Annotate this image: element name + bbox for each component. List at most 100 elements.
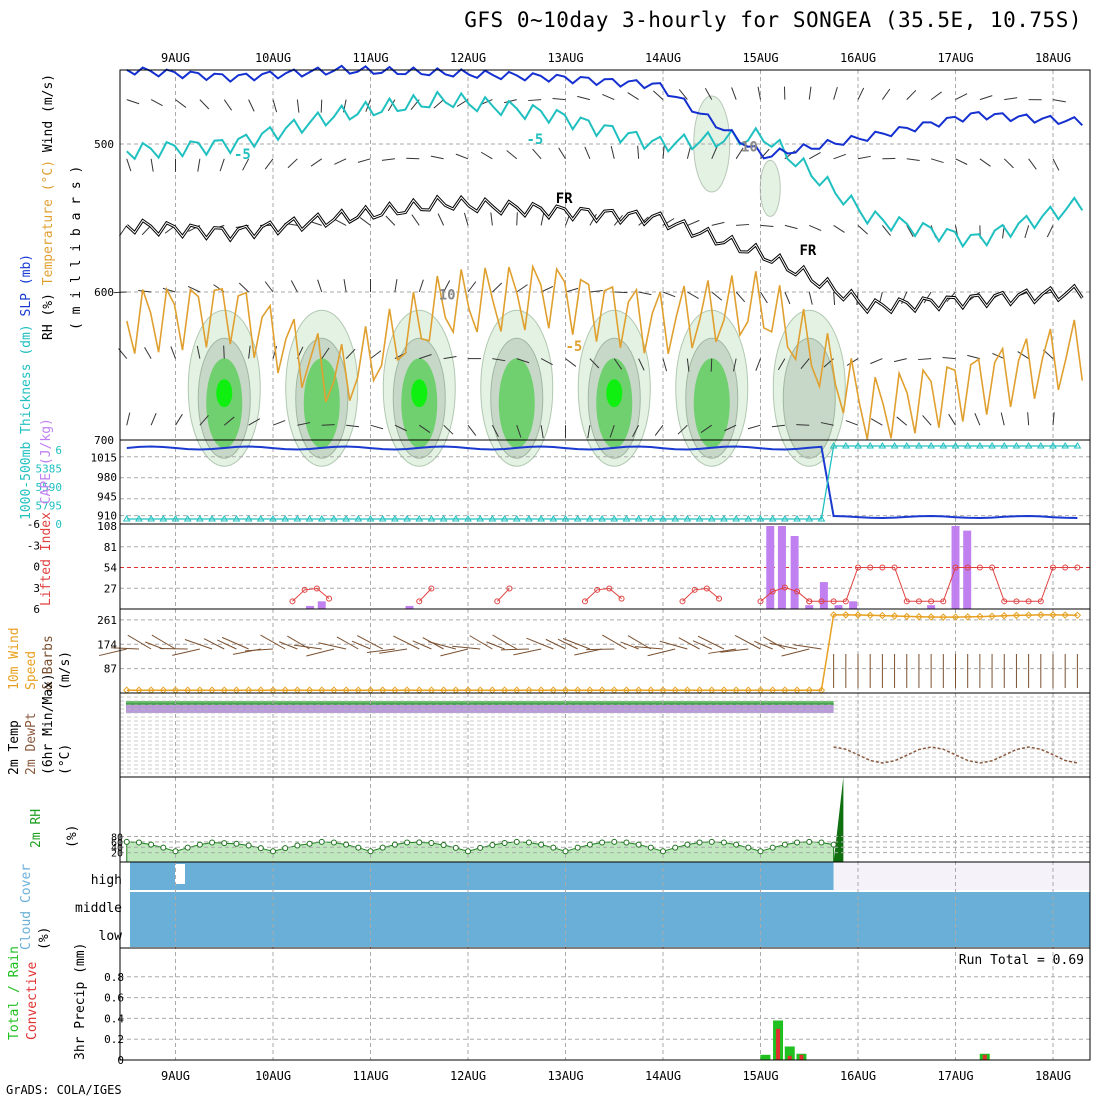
upper-wind-barb	[150, 413, 157, 426]
thickness-marker	[610, 515, 619, 522]
upper-wind-barb	[418, 424, 431, 433]
upper-wind-barb	[248, 99, 255, 112]
pressure-tick: 500	[94, 138, 114, 151]
upper-wind-barb	[248, 345, 251, 359]
temp-axis-label: (6hr Min/Max)	[41, 673, 56, 775]
rh-marker	[416, 839, 423, 846]
slp-axis-label-part: SLP (mb)	[19, 254, 34, 317]
thickness-marker	[707, 515, 716, 522]
upper-wind-barb	[870, 418, 883, 426]
thickness-marker	[732, 515, 741, 522]
thickness-marker	[549, 515, 558, 522]
wind-barb	[486, 641, 505, 650]
thickness-marker	[232, 515, 241, 522]
cape-tick: 54	[104, 562, 118, 575]
upper-wind-barb	[503, 99, 517, 104]
thickness-marker	[439, 515, 448, 522]
upper-wind-barb	[610, 146, 615, 159]
upper-wind-barb	[602, 93, 615, 101]
upper-wind-barb	[219, 158, 225, 172]
rh-marker	[806, 838, 813, 845]
wind-barb	[526, 637, 554, 650]
upper-wind-barb	[272, 420, 286, 426]
upper-wind-barb	[223, 99, 233, 111]
wind-barb	[659, 640, 688, 650]
upper-wind-barb	[687, 219, 700, 226]
wind-barb	[356, 635, 383, 650]
cape-axis-label-part: CAPE (J/kg)	[39, 418, 54, 504]
upper-wind-barb	[922, 415, 932, 426]
upper-wind-barb	[760, 291, 768, 304]
thickness-marker	[634, 515, 643, 522]
rh-marker	[196, 841, 203, 848]
upper-wind-barb	[1000, 412, 1005, 426]
upper-wind-barb	[1052, 158, 1060, 171]
rh-marker	[769, 844, 776, 851]
upper-wind-barb	[711, 221, 725, 226]
upper-wind-barb	[1046, 225, 1054, 238]
wind-barb	[562, 638, 591, 650]
upper-wind-barb	[784, 224, 798, 230]
wind-axis-label: 10m Wind	[7, 627, 22, 690]
upper-wind-barb	[346, 424, 360, 428]
upper-wind-barb	[310, 158, 323, 167]
thickness-marker	[780, 515, 789, 522]
contour-label: -5	[527, 132, 544, 148]
wind-speed-marker	[1037, 611, 1045, 619]
precip-conv-bar	[982, 1054, 987, 1060]
upper-wind-barb	[419, 354, 432, 360]
cape-bar	[849, 601, 858, 609]
wind-speed-marker	[842, 611, 850, 619]
grads-credit: GrADS: COLA/IGES	[6, 1083, 122, 1097]
wind-tick: 87	[104, 663, 117, 676]
thickness-marker	[269, 515, 277, 522]
upper-wind-barb	[979, 95, 993, 101]
upper-wind-barb	[678, 89, 688, 100]
thickness-marker	[988, 442, 996, 449]
cape-axis-label-part: Lifted Index	[39, 504, 54, 606]
grid-lines	[120, 70, 1090, 1060]
wind-axis-label: & Barbs	[41, 635, 56, 690]
wind-speed-marker	[976, 612, 984, 621]
wind-barb	[763, 636, 786, 650]
thickness-marker	[1012, 442, 1021, 449]
cloud-level-label: low	[99, 929, 123, 944]
upper-wind-barb	[528, 99, 542, 102]
rh-contour-upper	[759, 159, 781, 217]
upper-wind-barb	[437, 213, 445, 226]
rh-marker	[623, 839, 630, 846]
thickness-marker	[366, 515, 375, 522]
wind-barb	[172, 648, 200, 656]
thickness-marker	[768, 515, 777, 522]
wind-barb	[734, 635, 761, 650]
upper-wind-barb	[150, 158, 154, 172]
thickness-tick: 5795	[36, 500, 63, 513]
cloud-axis-label: Cloud Cover	[19, 864, 34, 950]
upper-wind-barb	[443, 424, 454, 435]
thickness-marker	[573, 515, 582, 522]
upper-wind-barb	[638, 358, 645, 371]
wind-barb	[692, 640, 712, 650]
thickness-marker	[841, 442, 850, 449]
rh-contour-green	[303, 358, 340, 449]
temp-axis-label: 2m DewPt	[24, 712, 39, 775]
precip-conv-bar	[776, 1028, 781, 1060]
thickness-marker	[720, 515, 728, 522]
temp-orange-contour	[126, 263, 1084, 440]
upper-wind-barb	[637, 145, 640, 159]
wind-axis-label: Speed	[24, 651, 39, 690]
li-marker	[416, 598, 423, 605]
rh-spike	[833, 777, 844, 862]
upper-wind-barb	[506, 150, 518, 160]
upper-wind-barb	[540, 212, 545, 226]
upper-wind-barb	[870, 358, 883, 365]
precip-axis-label: 3hr Precip (mm)	[73, 943, 88, 1060]
upper-wind-barb	[577, 95, 590, 101]
wind-speed-marker	[1024, 611, 1033, 619]
thickness-marker	[1000, 442, 1009, 449]
contour-label: -5	[234, 147, 251, 163]
time-label-top: 10AUG	[255, 51, 291, 65]
thickness-marker	[464, 515, 472, 522]
thickness-marker	[220, 515, 229, 522]
